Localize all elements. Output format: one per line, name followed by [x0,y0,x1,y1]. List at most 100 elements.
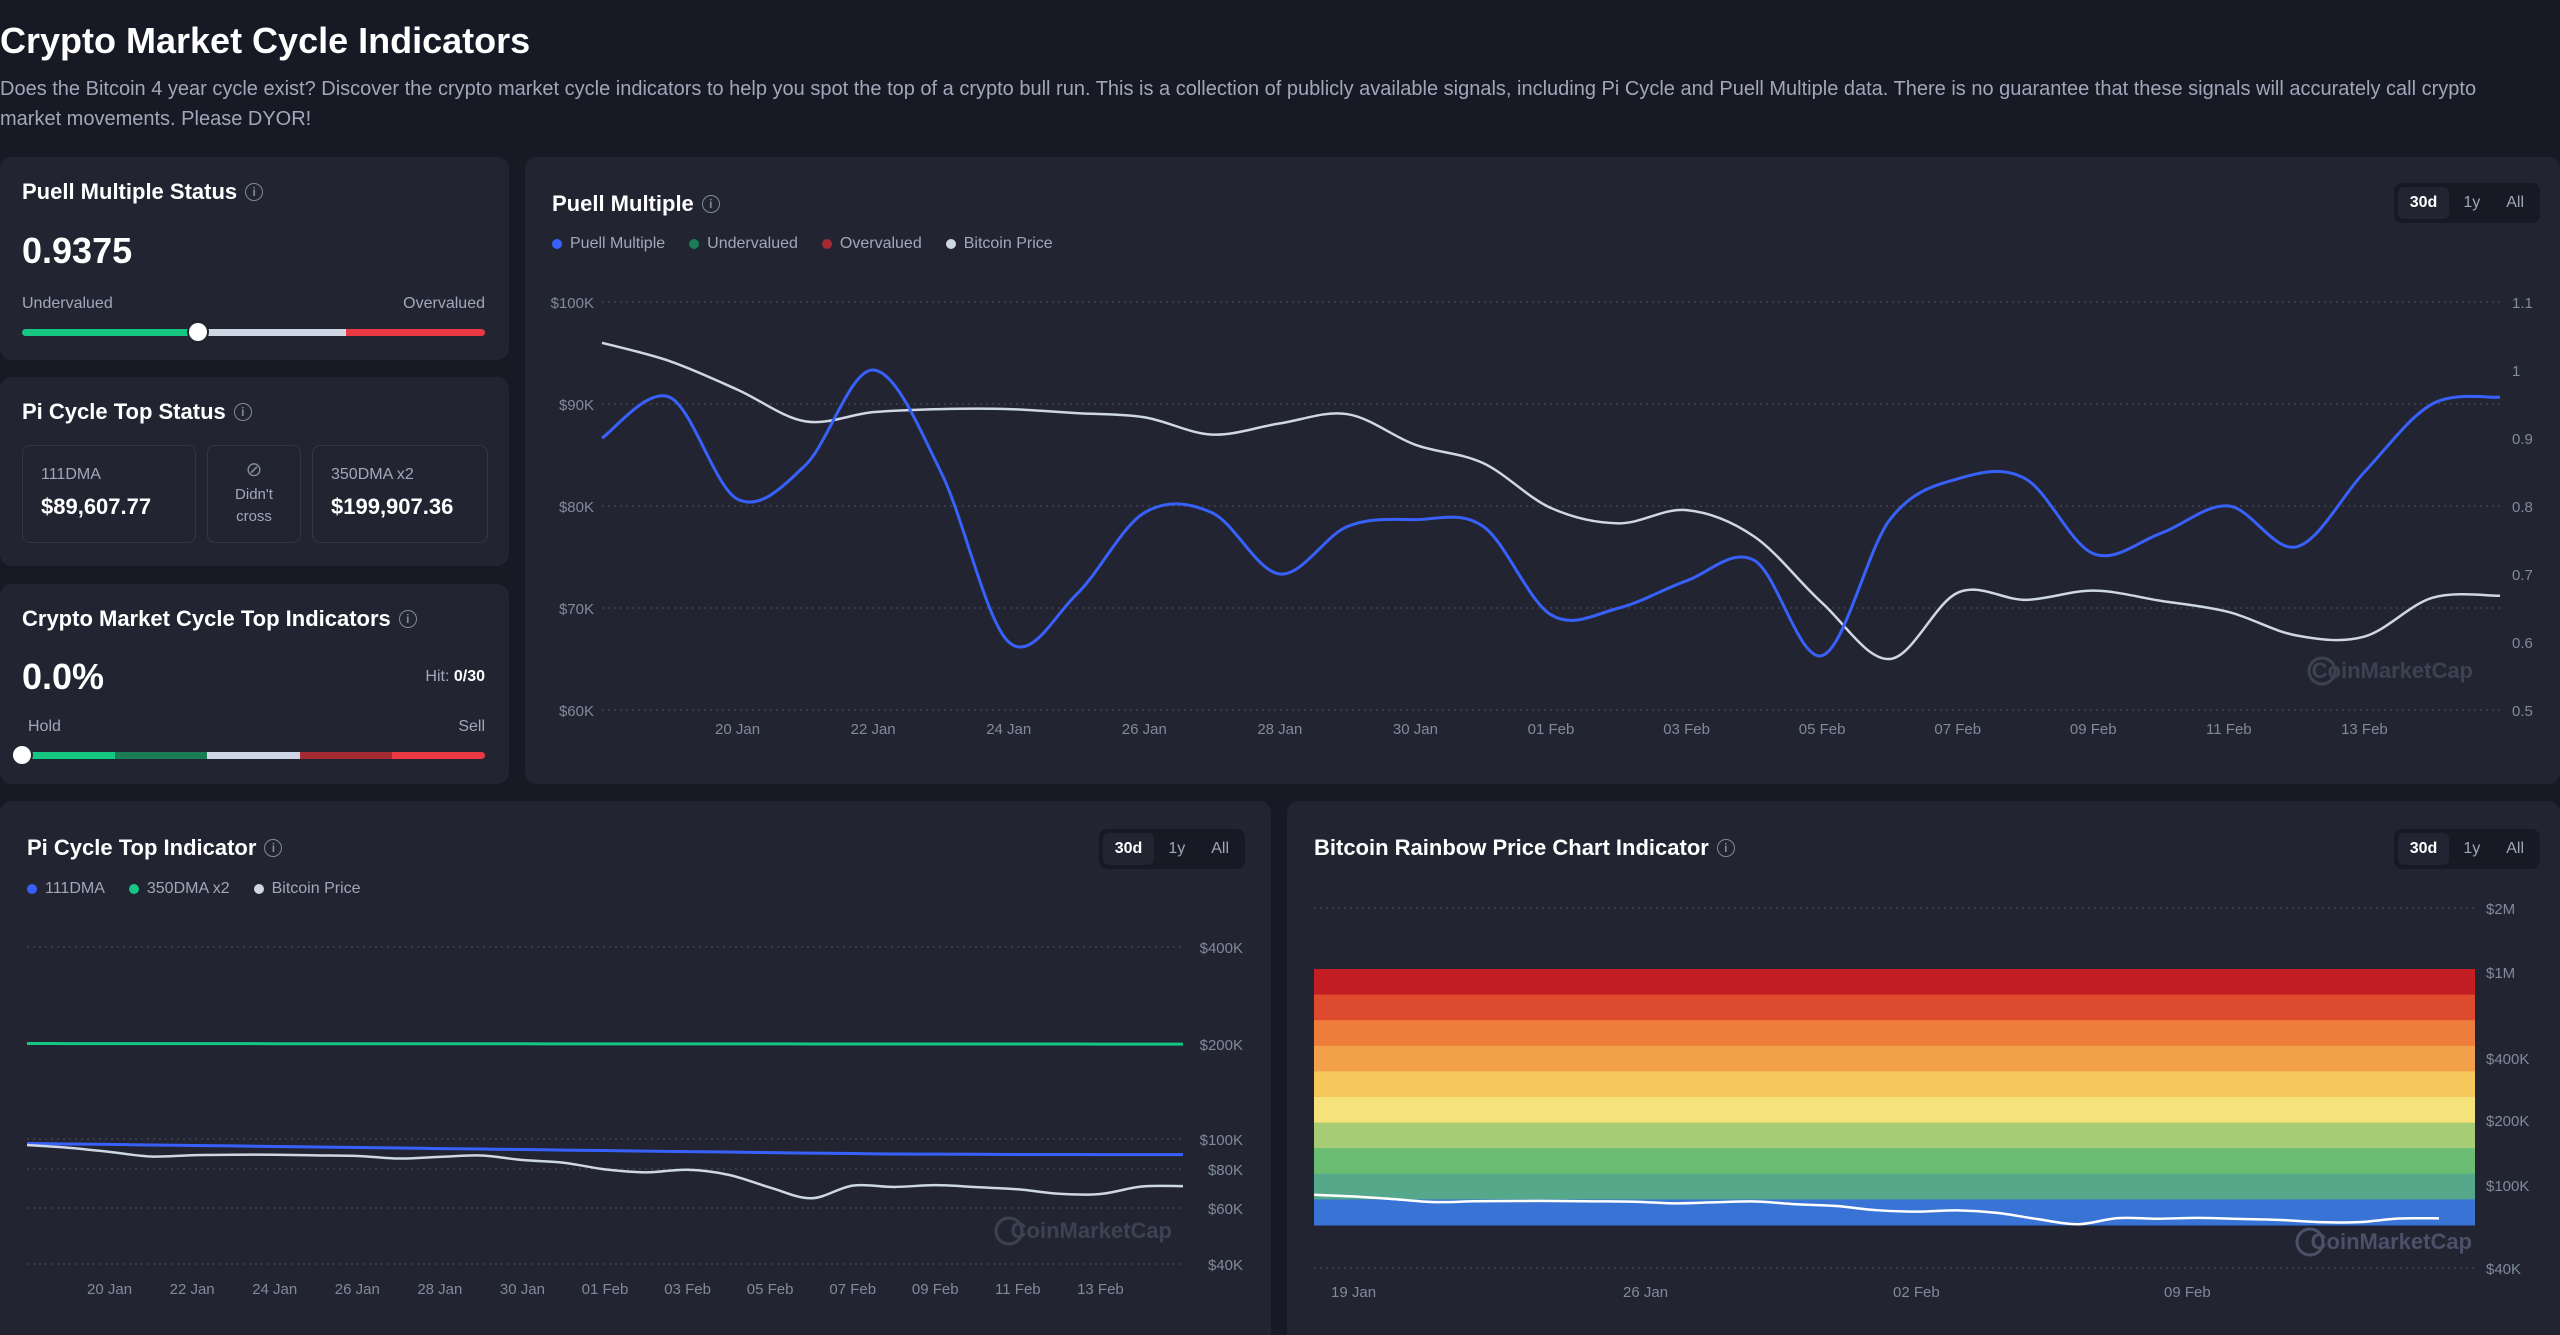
x-tick-label: 30 Jan [1393,721,1438,738]
x-tick-label: 11 Feb [2206,721,2252,738]
tab-1y[interactable]: 1y [1168,840,1186,857]
puell-status-header: Puell Multiple Status i [22,179,264,205]
y-right-tick-label: 0.6 [2512,635,2533,652]
info-icon[interactable]: i [264,839,283,857]
x-tick-label: 24 Jan [252,1281,297,1298]
pi-legend: 111DMA 350DMA x2 Bitcoin Price [27,880,361,898]
page-description: Does the Bitcoin 4 year cycle exist? Dis… [0,78,2477,130]
watermark: CoinMarketCap [2312,658,2473,683]
pi-status-header: Pi Cycle Top Status i [22,399,252,425]
tab-all[interactable]: All [2506,194,2524,211]
x-tick-label: 03 Feb [1663,721,1710,738]
info-icon[interactable]: i [398,610,417,628]
x-tick-label: 20 Jan [87,1281,132,1298]
y-right-tick-label: 1.1 [2512,295,2533,312]
pi-111dma-box: 111DMA $89,607.77 [22,445,196,543]
puell-chart: $100K $90K $80K $70K $60K 1.1 1 0.9 0.8 0.7 0.6 0.5… [551,295,2533,738]
puell-legend: Puell Multiple Undervalued Overvalued Bi… [552,235,1053,253]
info-icon[interactable]: i [1716,839,1735,857]
puell-range-tabs: 30d 1y All [2393,183,2540,223]
x-tick-label: 11 Feb [995,1281,1041,1298]
x-tick-label: 07 Feb [1934,721,1981,738]
tab-1y[interactable]: 1y [2463,194,2481,211]
top-indicators-position-knob [13,746,31,764]
pi-range-tabs: 30d 1y All [1098,829,1245,869]
y-tick-label: $40K [1208,1257,1243,1274]
pi-350dma-box: 350DMA x2 $199,907.36 [312,445,488,543]
rainbow-band [1314,1097,2475,1124]
legend-puell-multiple[interactable]: Puell Multiple [552,235,665,253]
tab-30d[interactable]: 30d [1102,833,1155,865]
puell-range-bar [22,329,485,336]
y-left-tick-label: $90K [559,397,594,414]
x-tick-label: 20 Jan [715,721,760,738]
tab-all[interactable]: All [2506,840,2524,857]
undervalued-label: Undervalued [22,295,113,312]
rainbow-chart-header: Bitcoin Rainbow Price Chart Indicator i [1314,835,1735,861]
pi-350dma-label: 350DMA x2 [331,466,414,483]
rainbow-chart-card: Bitcoin Rainbow Price Chart Indicator i … [1287,801,2560,1335]
pi-cross-status: ⊘ Didn't cross [207,445,301,543]
y-tick-label: $1M [2486,965,2515,982]
rainbow-band [1314,1020,2475,1047]
pi-gridlines [27,946,1183,1265]
legend-overvalued[interactable]: Overvalued [821,235,922,253]
x-tick-label: 05 Feb [1799,721,1846,738]
x-tick-label: 28 Jan [417,1281,462,1298]
rainbow-band [1314,994,2475,1021]
ban-icon: ⊘ [245,459,263,481]
puell-gridlines [602,301,2500,711]
page-title: Crypto Market Cycle Indicators [0,20,531,61]
puell-chart-header: Puell Multiple i [552,191,720,217]
x-tick-label: 05 Feb [747,1281,794,1298]
x-tick-label: 22 Jan [851,721,896,738]
tab-all[interactable]: All [1211,840,1229,857]
sell-label: Sell [458,718,485,735]
info-icon[interactable]: i [233,403,252,421]
info-icon[interactable]: i [701,195,720,213]
tab-1y[interactable]: 1y [2463,840,2481,857]
puell-status-value: 0.9375 [22,230,133,271]
pi-350dma-value: $199,907.36 [331,494,454,519]
y-tick-label: $100K [2486,1178,2529,1195]
legend-111dma[interactable]: 111DMA [27,880,105,898]
pi-status-card: Pi Cycle Top Status i 111DMA $89,607.77 … [0,377,509,566]
x-tick-label: 26 Jan [335,1281,380,1298]
legend-undervalued[interactable]: Undervalued [689,235,798,253]
coinmarketcap-logo-icon [994,1216,1024,1246]
legend-bitcoin-price[interactable]: Bitcoin Price [945,235,1053,253]
puell-position-knob [188,323,207,341]
top-indicators-title: Crypto Market Cycle Top Indicators [22,606,391,631]
pi-cross-text: Didn't cross [235,486,273,525]
hold-label: Hold [28,718,61,735]
y-right-tick-label: 0.7 [2512,567,2533,584]
top-indicators-value: 0.0% [22,656,105,697]
y-left-tick-label: $100K [551,295,594,312]
legend-350dma-x2[interactable]: 350DMA x2 [128,880,230,898]
tab-30d[interactable]: 30d [2397,187,2450,219]
y-tick-label: $100K [1200,1132,1243,1149]
overvalued-label: Overvalued [403,295,485,312]
x-tick-label: 03 Feb [664,1281,711,1298]
y-right-tick-label: 0.5 [2512,703,2533,720]
pi-chart-card: Pi Cycle Top Indicator i 30d 1y All 111D… [0,801,1271,1335]
x-tick-label: 09 Feb [2164,1284,2211,1301]
watermark: CoinMarketCap [2311,1229,2472,1254]
y-tick-label: $60K [1208,1201,1243,1218]
series-350dma-x2 [26,1042,1184,1046]
pi-111dma-label: 111DMA [41,466,101,483]
top-indicators-card: Crypto Market Cycle Top Indicators i 0.0… [0,584,509,784]
tab-30d[interactable]: 30d [2397,833,2450,865]
x-tick-label: 22 Jan [170,1281,215,1298]
y-right-tick-label: 0.9 [2512,431,2533,448]
y-tick-label: $2M [2486,901,2515,918]
x-tick-label: 07 Feb [829,1281,876,1298]
series-bitcoin-price [26,1143,1184,1200]
rainbow-band [1314,1173,2475,1200]
x-tick-label: 09 Feb [912,1281,959,1298]
y-tick-label: $200K [2486,1113,2529,1130]
info-icon[interactable]: i [245,183,264,201]
x-tick-label: 01 Feb [1528,721,1575,738]
pi-chart-header: Pi Cycle Top Indicator i [27,835,283,861]
legend-bitcoin-price[interactable]: Bitcoin Price [253,880,361,898]
